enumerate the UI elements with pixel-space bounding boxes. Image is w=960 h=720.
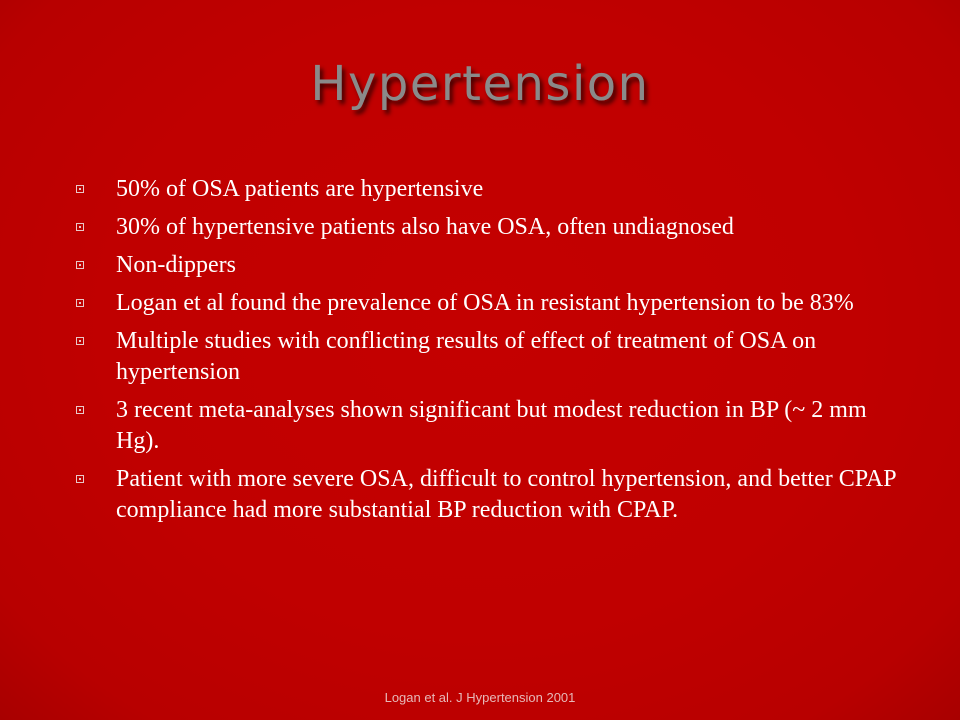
bullet-text: Patient with more severe OSA, difficult … <box>116 466 896 523</box>
square-dot-bullet-icon <box>76 261 84 269</box>
bullet-item: Patient with more severe OSA, difficult … <box>76 464 906 526</box>
bullet-text: Multiple studies with conflicting result… <box>116 328 817 385</box>
square-dot-bullet-icon <box>76 406 84 414</box>
bullet-item: 50% of OSA patients are hypertensive <box>76 174 906 205</box>
bullet-text: 3 recent meta-analyses shown significant… <box>116 397 867 454</box>
bullet-item: Multiple studies with conflicting result… <box>76 326 906 388</box>
square-dot-bullet-icon <box>76 475 84 483</box>
bullet-item: Non-dippers <box>76 250 906 281</box>
bullet-item: 30% of hypertensive patients also have O… <box>76 212 906 243</box>
bullet-text: 50% of OSA patients are hypertensive <box>116 176 484 202</box>
square-dot-bullet-icon <box>76 223 84 231</box>
slide-title: Hypertension <box>310 56 650 112</box>
square-dot-bullet-icon <box>76 185 84 193</box>
bullet-item: Logan et al found the prevalence of OSA … <box>76 288 906 319</box>
bullet-list: 50% of OSA patients are hypertensive 30%… <box>76 174 906 533</box>
bullet-text: Non-dippers <box>116 252 236 278</box>
bullet-text: 30% of hypertensive patients also have O… <box>116 214 734 240</box>
citation: Logan et al. J Hypertension 2001 <box>384 690 576 705</box>
bullet-text: Logan et al found the prevalence of OSA … <box>116 290 854 316</box>
bullet-item: 3 recent meta-analyses shown significant… <box>76 395 906 457</box>
square-dot-bullet-icon <box>76 337 84 345</box>
square-dot-bullet-icon <box>76 299 84 307</box>
